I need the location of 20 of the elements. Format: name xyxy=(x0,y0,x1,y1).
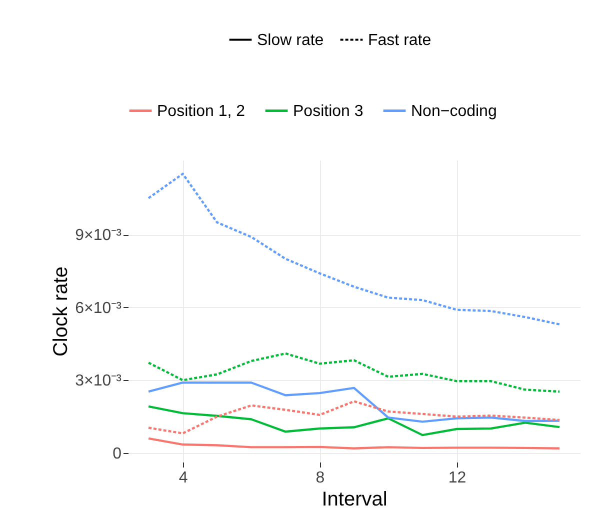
y-tick-label: 9×10⁻³ xyxy=(75,227,122,244)
text: Slow rate xyxy=(257,32,324,49)
line-series xyxy=(147,405,561,436)
x-tick-label: 4 xyxy=(178,470,188,486)
legend-label: Non−coding xyxy=(411,102,497,120)
x-tick-label: 12 xyxy=(448,470,466,486)
line-series xyxy=(147,352,561,393)
line-series xyxy=(147,172,561,326)
y-tick-label: 6×10⁻³ xyxy=(75,300,122,317)
x-tick-label: 8 xyxy=(316,470,325,486)
legend-label: Position 3 xyxy=(293,102,364,120)
legend-label: Position 1, 2 xyxy=(157,102,246,120)
line-series xyxy=(147,437,561,450)
y-axis-title: Clock rate xyxy=(50,266,72,357)
x-axis-title: Interval xyxy=(322,488,388,510)
y-tick-label: 3×10⁻³ xyxy=(75,372,122,390)
y-tick-label: 0 xyxy=(112,446,122,463)
text: Fast rate xyxy=(368,32,432,49)
line-series xyxy=(147,400,561,434)
line-series xyxy=(147,382,561,423)
